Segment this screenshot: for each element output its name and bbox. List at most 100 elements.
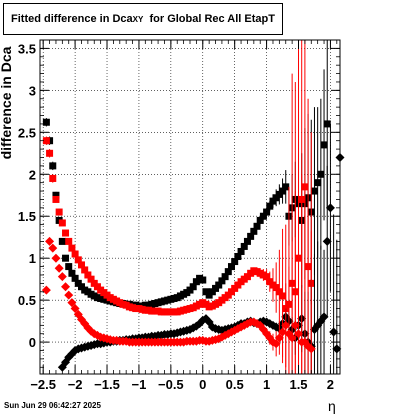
data-point-square [240,242,248,250]
y-tick-label: 1.5 [18,209,36,224]
x-tick-label: −2 [68,377,83,392]
data-point-diamond [332,344,342,354]
data-point-square [224,268,232,276]
data-point-square [68,244,76,252]
x-tick-label: 0.5 [226,377,244,392]
data-point-diamond [274,333,284,343]
data-point-square [84,271,92,279]
series-3 [41,165,316,374]
data-point-square [320,141,328,149]
y-tick-label: 0 [29,335,36,350]
data-point-square [215,281,223,289]
data-point-diamond [325,203,335,213]
data-point-square [68,269,76,277]
data-point-square [62,254,70,262]
data-point-diamond [48,243,58,253]
data-point-square [218,277,226,285]
data-point-square [272,284,280,292]
data-point-square [301,183,309,191]
data-point-square [231,258,239,266]
data-point-square [317,170,325,178]
data-point-square [256,216,264,224]
data-point-square [243,237,251,245]
data-point-square [279,292,287,300]
data-point-diamond [45,236,55,246]
data-point-diamond [287,333,297,343]
axes: −2.5 −2 −1.5 −1 −0.5 0 0.5 1 1.5 2 0 0.5 1 1.5 2 2.5 3 3.… [18,39,341,392]
chart-title-text: Fitted difference in Dca [11,13,133,25]
data-point-square [71,274,79,282]
data-point-diamond [67,298,77,308]
data-point-square [310,187,318,195]
data-point-square [58,219,66,227]
data-point-square [282,183,290,191]
x-tick-label: 2 [327,377,334,392]
data-point-square [46,149,54,157]
data-point-square [275,288,283,296]
chart-title-suffix: for Global Rec All EtapT [149,13,275,25]
data-point-diamond [54,263,64,273]
data-point-square [237,247,245,255]
y-tick-label: 3 [29,83,36,98]
data-point-square [74,256,82,264]
data-point-square [62,229,70,237]
chart-title: Fitted difference in Dca XY for Global Re… [3,3,283,35]
data-point-diamond [57,272,67,282]
data-point-diamond [322,236,332,246]
data-point-square [227,263,235,271]
data-point-square [58,237,66,245]
data-point-square [77,261,85,269]
data-point-square [314,179,322,187]
data-point-diamond [61,282,71,292]
timestamp: Sun Jun 29 06:42:27 2025 [4,401,101,410]
data-point-diamond [70,304,80,314]
data-point-square [81,266,89,274]
data-point-square [199,276,207,284]
data-point-square [266,202,274,210]
data-point-square [65,263,73,271]
y-tick-label: 3.5 [18,41,36,56]
data-point-square [253,222,261,230]
data-point-square [263,273,271,281]
data-point-square [42,137,50,145]
data-point-square [52,195,60,203]
data-point-square [87,275,95,283]
data-point-square [189,283,197,291]
data-point-square [52,191,60,199]
data-point-square [55,208,63,216]
data-point-square [65,237,73,245]
x-tick-label: 1.5 [289,377,307,392]
data-point-diamond [271,339,281,349]
data-point-diamond [64,290,74,300]
data-point-square [259,212,267,220]
x-tick-label: −1 [132,377,147,392]
x-tick-label: −0.5 [158,377,184,392]
data-point-square [323,120,331,128]
data-point-diamond [41,285,51,295]
data-point-diamond [319,312,329,322]
data-point-square [49,174,57,182]
data-point-square [221,273,229,281]
x-tick-label: 1 [263,377,270,392]
y-axis-label: difference in Dca [0,46,14,160]
data-point-diamond [278,327,288,337]
x-tick-label: −1.5 [94,377,120,392]
data-point-diamond [329,327,339,337]
data-point-square [234,253,242,261]
y-tick-label: 1 [29,251,36,266]
data-point-square [279,187,287,195]
data-point-diamond [306,344,316,354]
x-tick-label: 0 [199,377,206,392]
chart-title-subscript: XY [132,14,144,24]
x-tick-label: −2.5 [30,377,56,392]
data-point-square [250,227,258,235]
data-point-diamond [294,329,304,339]
data-point-diamond [51,253,61,263]
data-point-square [42,118,50,126]
data-point-square [247,232,255,240]
data-point-square [71,250,79,258]
data-point-diamond [281,320,291,330]
data-point-square [263,208,271,216]
y-tick-label: 2.5 [18,125,36,140]
